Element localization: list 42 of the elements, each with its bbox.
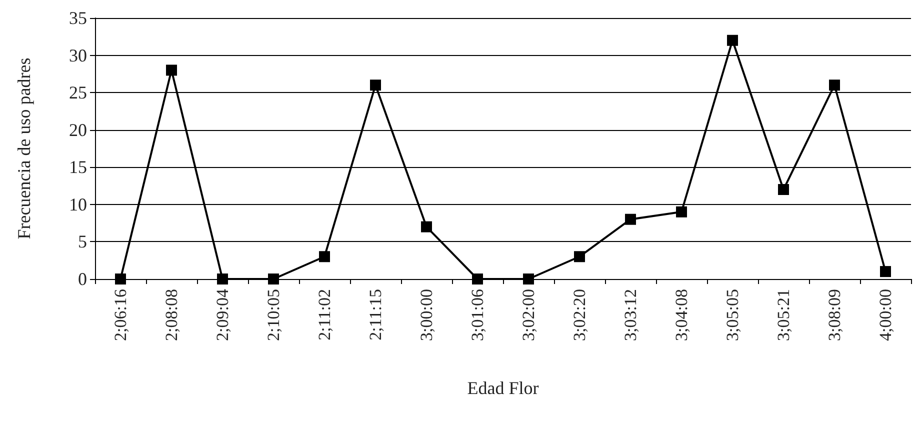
y-axis-title: Frecuencia de uso padres xyxy=(14,58,34,240)
point xyxy=(523,274,534,284)
y-tick-label: 0 xyxy=(78,269,87,289)
point xyxy=(625,214,636,225)
point xyxy=(778,184,789,196)
point xyxy=(421,221,432,232)
x-tick-label: 4;00:00 xyxy=(876,289,895,341)
y-tick-label: 15 xyxy=(69,157,87,178)
x-tick-label: 3;02:20 xyxy=(570,289,589,341)
point xyxy=(115,274,126,284)
y-tick-label: 25 xyxy=(69,82,87,103)
point xyxy=(166,64,177,76)
point xyxy=(574,251,585,262)
point xyxy=(217,274,228,284)
x-tick-label: 3;04:08 xyxy=(672,289,691,341)
x-tick-label: 3;03:12 xyxy=(621,289,640,341)
x-tick-label: 3;08:09 xyxy=(825,289,844,341)
point xyxy=(370,80,381,91)
x-tick-label: 2;06:16 xyxy=(111,289,130,341)
x-tick-label: 2;09:04 xyxy=(213,288,232,341)
point xyxy=(727,34,738,46)
y-tick-label: 10 xyxy=(69,194,87,214)
x-tick-label: 3;01:06 xyxy=(468,289,487,341)
x-axis-title: Edad Flor xyxy=(467,378,539,398)
y-tick-label: 30 xyxy=(69,45,87,66)
x-tick-label: 3;02:00 xyxy=(519,289,538,341)
point xyxy=(268,274,279,284)
x-tick-label: 2;11:02 xyxy=(315,289,334,340)
point xyxy=(319,251,330,262)
point xyxy=(829,80,840,91)
y-tick-label: 35 xyxy=(69,8,87,28)
y-tick-label: 20 xyxy=(69,120,87,140)
x-tick-label: 2;08:08 xyxy=(162,289,181,341)
y-tick-label: 5 xyxy=(78,232,87,252)
point xyxy=(472,274,483,284)
x-tick-label: 2;10:05 xyxy=(264,289,283,341)
x-tick-label: 2;11:15 xyxy=(366,289,385,340)
x-tick-label: 3;05:05 xyxy=(723,289,742,341)
point xyxy=(880,266,891,278)
x-tick-label: 3;00:00 xyxy=(417,289,436,341)
point xyxy=(676,206,687,218)
x-tick-label: 3;05:21 xyxy=(774,289,793,341)
